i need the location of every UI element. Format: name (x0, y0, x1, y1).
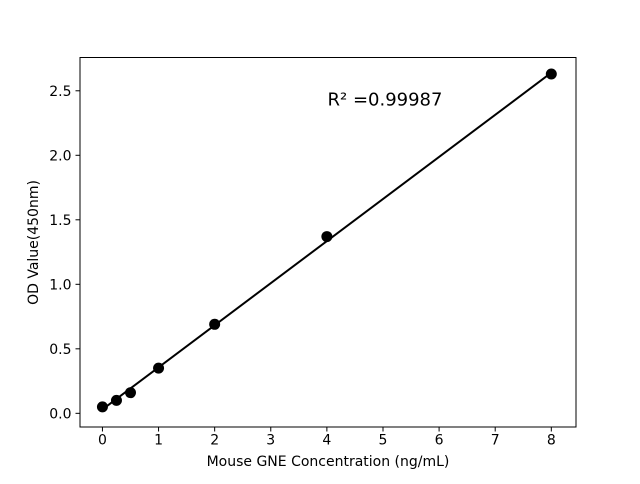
data-point (545, 68, 557, 80)
y-tick-label: 1.5 (49, 213, 71, 229)
x-tick-label: 2 (210, 433, 219, 449)
data-point (96, 401, 108, 413)
x-tick-label: 6 (435, 433, 444, 449)
data-point (110, 394, 122, 406)
y-tick-label: 2.5 (49, 84, 71, 100)
y-axis-ticks: 0.0 0.5 1.0 1.5 2.0 2.5 (49, 84, 80, 422)
x-axis-ticks: 0 1 2 3 4 5 6 7 8 (98, 427, 556, 449)
x-tick-label: 0 (98, 433, 107, 449)
r-squared-annotation: R² =0.99987 (328, 90, 443, 111)
x-tick-label: 8 (547, 433, 556, 449)
x-tick-label: 3 (266, 433, 275, 449)
y-axis-label: OD Value(450nm) (26, 180, 42, 305)
data-point (321, 231, 333, 243)
plot-area-border (79, 57, 577, 428)
x-tick-label: 5 (379, 433, 388, 449)
data-point (153, 362, 165, 374)
y-tick-label: 1.0 (49, 277, 71, 293)
y-tick-label: 0.0 (49, 406, 71, 422)
x-tick-label: 4 (322, 433, 331, 449)
data-point (124, 387, 136, 399)
x-axis-label: Mouse GNE Concentration (ng/mL) (207, 454, 450, 470)
y-tick-label: 2.0 (49, 148, 71, 164)
data-point (209, 318, 221, 330)
y-tick-label: 0.5 (49, 342, 71, 358)
data-points-group (96, 68, 557, 413)
x-tick-label: 1 (154, 433, 163, 449)
x-tick-label: 7 (491, 433, 500, 449)
